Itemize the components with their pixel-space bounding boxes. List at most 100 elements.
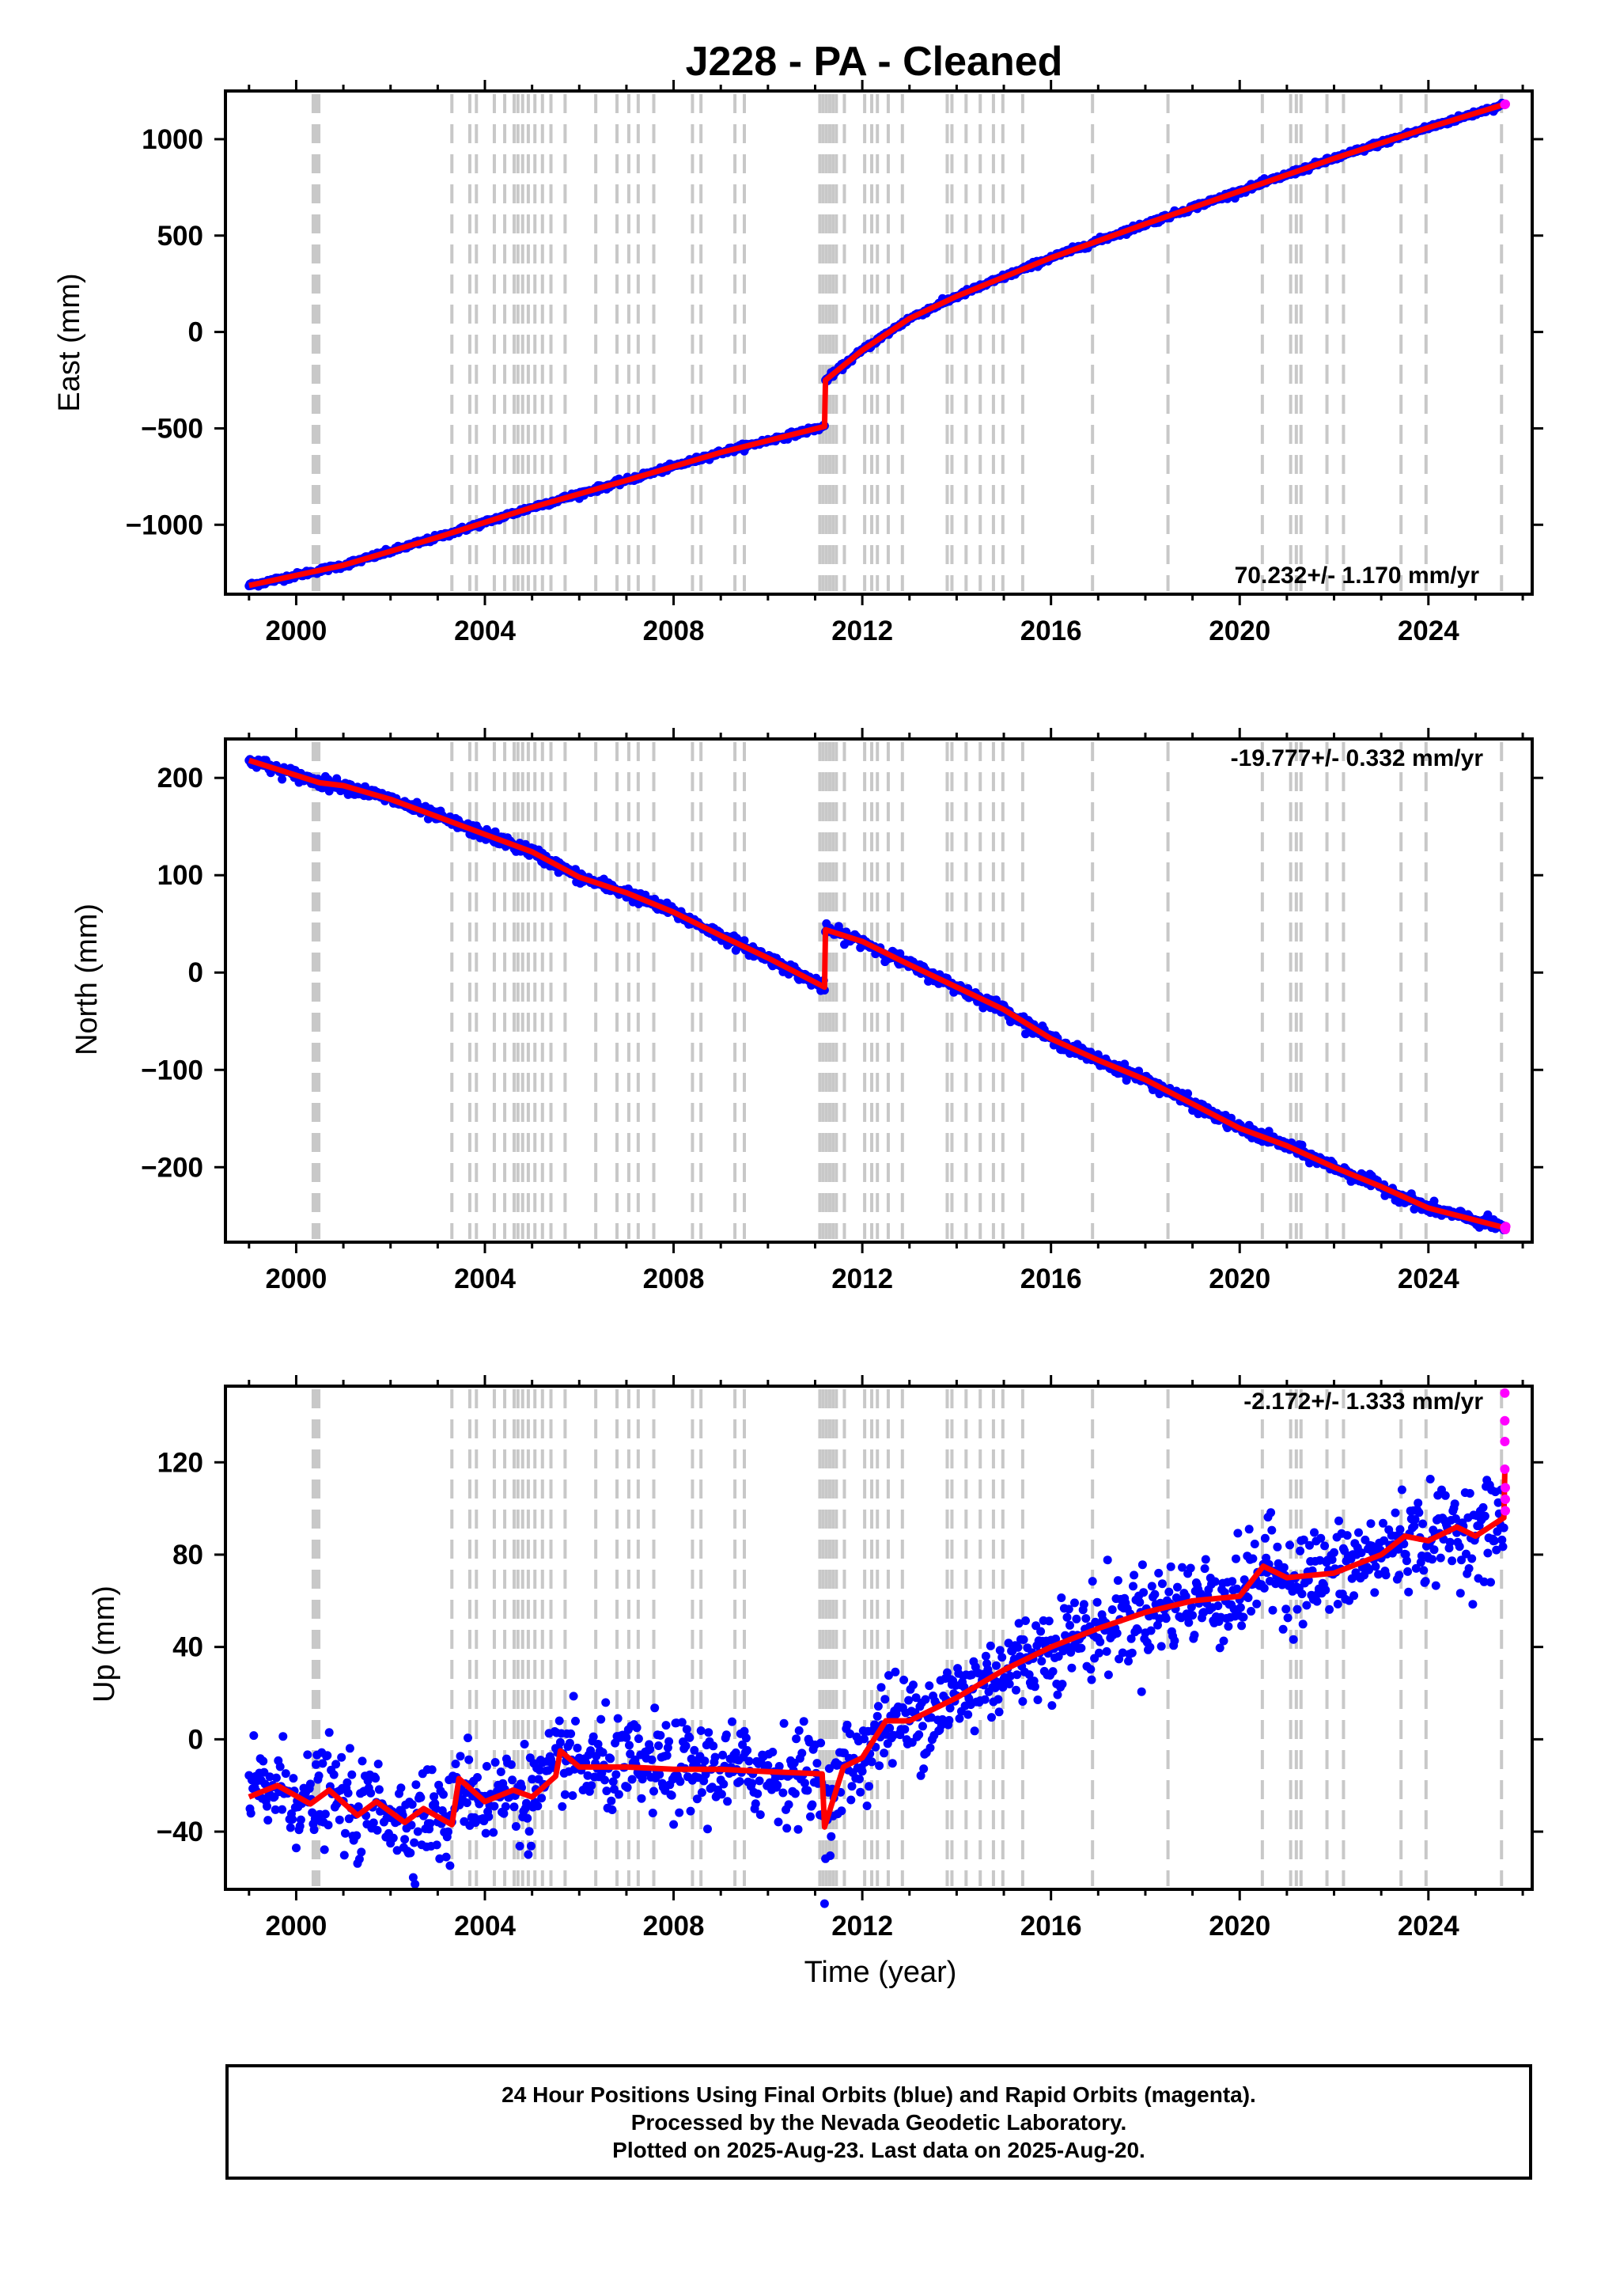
- data-point: [1333, 1600, 1342, 1608]
- y-tick-label: 120: [157, 1447, 203, 1478]
- data-point: [710, 1752, 720, 1762]
- data-point: [482, 1762, 491, 1771]
- data-point: [655, 1770, 664, 1779]
- data-point: [411, 1780, 421, 1790]
- data-point: [413, 1827, 422, 1836]
- data-point: [1498, 1542, 1508, 1552]
- data-point: [598, 1748, 607, 1757]
- x-tick-label: 2008: [643, 616, 705, 646]
- data-point: [1036, 1627, 1046, 1636]
- data-point: [1024, 1670, 1034, 1680]
- y-tick-label: −200: [141, 1152, 203, 1183]
- data-point: [462, 1798, 471, 1808]
- data-point: [527, 1841, 536, 1851]
- data-point: [721, 1730, 731, 1740]
- data-point: [918, 1722, 927, 1731]
- data-point: [1374, 1570, 1383, 1579]
- data-point: [900, 1725, 910, 1734]
- data-point: [1096, 1637, 1105, 1646]
- data-point: [1005, 1672, 1015, 1680]
- data-point: [1410, 1521, 1419, 1531]
- data-point: [275, 1762, 285, 1771]
- data-point: [664, 1737, 674, 1746]
- data-point: [718, 1750, 728, 1760]
- data-point: [1273, 1542, 1282, 1552]
- data-point: [963, 1710, 973, 1719]
- data-point: [857, 1767, 867, 1776]
- data-point: [1479, 1577, 1489, 1586]
- x-tick-label: 2012: [831, 1911, 893, 1942]
- data-point: [271, 1773, 281, 1783]
- data-point: [723, 1797, 732, 1806]
- data-point: [354, 1855, 364, 1864]
- data-point: [872, 1711, 882, 1721]
- data-point: [909, 1680, 918, 1690]
- data-point: [1334, 1516, 1343, 1525]
- data-point: [855, 1775, 864, 1784]
- data-point: [1157, 1579, 1167, 1589]
- data-point: [1445, 1537, 1455, 1547]
- data-point: [704, 1728, 713, 1737]
- data-point: [407, 1800, 417, 1809]
- data-point: [1455, 1589, 1465, 1598]
- data-point: [860, 1734, 869, 1744]
- y-tick-label: 500: [157, 221, 203, 252]
- y-tick-label: −40: [157, 1817, 203, 1847]
- rapid-point: [1501, 1506, 1510, 1516]
- data-point: [1037, 1657, 1047, 1666]
- data-point: [1156, 1642, 1166, 1651]
- data-point: [571, 1716, 580, 1726]
- y-axis-label-up: Up (mm): [88, 1586, 121, 1703]
- data-point: [589, 1732, 598, 1741]
- data-point: [314, 1771, 324, 1780]
- data-point: [790, 1789, 800, 1798]
- data-point: [677, 1718, 687, 1727]
- data-point: [1483, 1548, 1493, 1558]
- data-point: [1229, 1605, 1239, 1614]
- data-point: [1429, 1545, 1439, 1555]
- data-point: [431, 1804, 441, 1813]
- data-point: [703, 1824, 712, 1834]
- data-point: [904, 1695, 914, 1705]
- data-point: [1499, 1523, 1508, 1533]
- data-point: [343, 1778, 352, 1787]
- data-point: [1161, 1614, 1171, 1623]
- x-tick-label: 2020: [1209, 1264, 1270, 1294]
- data-point: [1297, 1589, 1307, 1599]
- data-point: [799, 1717, 808, 1726]
- data-point: [774, 1762, 784, 1771]
- data-point: [1247, 1607, 1256, 1616]
- data-point: [1240, 1575, 1249, 1585]
- data-point: [1465, 1489, 1474, 1498]
- data-point: [473, 1773, 482, 1782]
- data-point: [1497, 1535, 1507, 1544]
- data-point: [1219, 1636, 1228, 1646]
- data-point: [320, 1809, 330, 1819]
- data-point: [1421, 1577, 1430, 1586]
- data-point: [427, 1765, 437, 1775]
- data-point: [1137, 1687, 1146, 1696]
- data-point: [1451, 1514, 1460, 1523]
- data-point: [997, 1653, 1007, 1662]
- data-point: [289, 1774, 298, 1783]
- data-point: [911, 1693, 921, 1703]
- panel-plot-area: 2000 2004 2008 2012 2016 2020 2024 −1000 −500 0 50…: [126, 80, 1543, 646]
- data-point: [1236, 1603, 1245, 1612]
- panel-up: Up (mm) 2000 2004 2008 2012 2016 2020 2024 −40 0…: [88, 1375, 1543, 1942]
- data-point: [755, 1810, 765, 1820]
- rate-label-north: -19.777+/- 0.332 mm/yr: [1231, 745, 1484, 771]
- data-point: [943, 1668, 952, 1677]
- data-point: [1418, 1519, 1428, 1529]
- data-point: [1395, 1525, 1405, 1534]
- data-point: [690, 1745, 699, 1755]
- data-point: [1005, 1680, 1014, 1688]
- data-point: [1107, 1605, 1117, 1614]
- data-point: [837, 1806, 846, 1816]
- x-tick-label: 2016: [1020, 616, 1082, 646]
- data-point: [339, 1851, 349, 1860]
- data-point: [1200, 1564, 1209, 1574]
- data-point: [1133, 1625, 1142, 1635]
- data-point: [1354, 1528, 1363, 1537]
- rate-label-up: -2.172+/- 1.333 mm/yr: [1243, 1389, 1483, 1415]
- data-point: [1281, 1605, 1291, 1614]
